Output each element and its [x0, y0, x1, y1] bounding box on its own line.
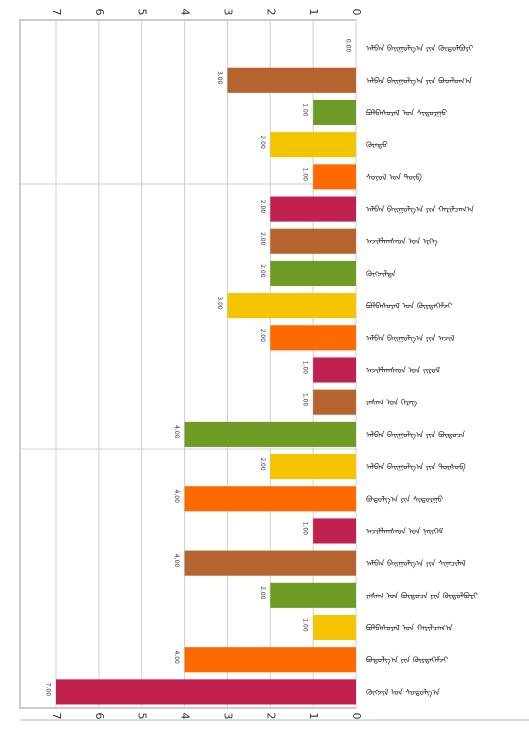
- bar-13: [270, 454, 356, 480]
- value-label-0: 0.00: [345, 39, 352, 53]
- bar-6: [270, 228, 356, 254]
- category-label-3: ᠭᠦᠨᠳᠦ: [366, 141, 388, 150]
- value-label-8: 3.00: [216, 296, 223, 310]
- category-label-2: ᠪᠣᠯᠪᠠᠰᠤᠷᠠᠯ ᠤᠨ ᠰᠢᠳᠤᠷᠭᠤ: [366, 108, 447, 117]
- value-label-5: 2.00: [259, 200, 266, 214]
- category-label-19: ᠪᠣᠳᠣᠯᠭ᠎ᠠ ᠶᠢᠨ ᠬᠦᠷᠲᠡᠭᠡᠮᠵᠢ: [366, 656, 448, 665]
- category-label-4: ᠰᠣᠶᠣᠯ ᠤᠨ ᠲᠥᠪ: [366, 173, 422, 183]
- value-label-19: 4.00: [173, 650, 180, 664]
- tick-label-bottom-7: 7: [50, 713, 63, 720]
- bar-5: [270, 196, 356, 222]
- tick-label-bottom-6: 6: [93, 713, 106, 720]
- tick-label-top-0: 0: [350, 9, 363, 16]
- category-label-7: ᠬᠥᠭᠵᠢᠯᠲᠡ: [366, 269, 396, 278]
- value-label-1: 3.00: [216, 71, 223, 85]
- value-label-10: 1.00: [302, 361, 309, 375]
- value-label-15: 1.00: [302, 522, 309, 536]
- bar-16: [184, 550, 356, 576]
- labels-layer: 0.00 ᠠᠯᠪᠠᠨ ᠪᠠᠢᠭᠤᠯᠭ᠎ᠠ ᠶᠢᠨ ᠬᠥᠲᠦᠯᠪᠦᠷᠢ 3.00 ᠠᠯᠪ…: [45, 39, 478, 697]
- bar-14: [184, 486, 356, 512]
- tick-label-top-2: 2: [264, 9, 277, 16]
- value-label-12: 4.00: [173, 425, 180, 439]
- value-label-7: 2.00: [259, 264, 266, 278]
- category-label-0: ᠠᠯᠪᠠᠨ ᠪᠠᠢᠭᠤᠯᠭ᠎ᠠ ᠶᠢᠨ ᠬᠥᠲᠦᠯᠪᠦᠷᠢ: [366, 44, 473, 53]
- bar-20: [56, 679, 356, 705]
- bar-11: [313, 389, 356, 415]
- category-label-11: ᠵᠠᠰᠠᠭ ᠤᠨ ᠬᠡᠷᠡᠭ: [366, 398, 417, 407]
- bar-10: [313, 357, 356, 383]
- bar-15: [313, 518, 356, 544]
- bars-layer: [56, 67, 356, 705]
- grid-layer: [19, 19, 529, 721]
- value-label-3: 2.00: [259, 135, 266, 149]
- value-label-13: 2.00: [259, 457, 266, 471]
- value-label-14: 4.00: [173, 490, 180, 504]
- category-label-16: ᠠᠯᠪᠠᠨ ᠪᠠᠢᠭᠤᠯᠭ᠎ᠠ ᠶᠢᠨ ᠰᠢᠨᠡᠴᠢᠯᠡᠯ: [366, 559, 466, 568]
- bar-18: [313, 614, 356, 641]
- value-label-6: 2.00: [259, 232, 266, 246]
- bar-9: [270, 325, 356, 351]
- value-label-16: 4.00: [173, 554, 180, 568]
- value-label-9: 2.00: [259, 329, 266, 343]
- category-label-17: ᠵᠠᠰᠠᠭ ᠤᠨ ᠪᠦᠲᠦᠴᠡ ᠶᠢᠨ ᠬᠥᠲᠦᠯᠪᠦᠷᠢ: [366, 591, 478, 600]
- tick-label-bottom-1: 1: [307, 713, 320, 720]
- tick-label-bottom-3: 3: [221, 713, 234, 720]
- category-label-15: ᠠᠵᠢᠯᠯᠠᠭᠰᠠᠳ ᠤᠨ ᠨᠡᠢᠭᠡᠮ: [366, 527, 444, 536]
- ticks-layer: 0 0 1 1 2 2 3 3 4 4 5 5 6 6 7 7: [50, 9, 363, 720]
- bar-1: [227, 67, 356, 93]
- bar-4: [313, 164, 356, 190]
- value-label-20: 7.00: [45, 683, 52, 697]
- tick-label-bottom-0: 0: [350, 713, 363, 720]
- tick-label-bottom-2: 2: [264, 713, 277, 720]
- tick-label-top-4: 4: [179, 9, 192, 16]
- category-label-1: ᠠᠯᠪᠠᠨ ᠪᠠᠢᠭᠤᠯᠭ᠎ᠠ ᠶᠢᠨ ᠪᠣᠳᠯᠣᠭ᠎ᠠ: [366, 76, 473, 85]
- value-label-17: 2.00: [259, 586, 266, 600]
- value-label-2: 1.00: [302, 103, 309, 117]
- category-label-14: ᠪᠣᠳᠣᠯᠭ᠎ᠠ ᠶᠢᠨ ᠰᠢᠳᠤᠷᠭᠤ: [366, 495, 443, 504]
- bar-19: [184, 647, 356, 673]
- bar-2: [313, 99, 356, 126]
- tick-label-top-3: 3: [221, 9, 234, 16]
- category-label-10: ᠠᠵᠢᠯᠯᠠᠭᠰᠠᠳ ᠤᠨ ᠵᠢᠷᠤᠮ: [366, 366, 441, 375]
- tick-label-top-5: 5: [136, 9, 149, 16]
- category-label-9: ᠠᠯᠪᠠᠨ ᠪᠠᠢᠭᠤᠯᠭ᠎ᠠ ᠶᠢᠨ ᠠᠵᠢᠯ: [366, 334, 455, 343]
- tick-label-top-1: 1: [307, 9, 320, 16]
- bar-3: [270, 132, 356, 158]
- tick-label-bottom-5: 5: [136, 713, 149, 720]
- bar-17: [270, 582, 356, 608]
- bar-7: [270, 260, 356, 286]
- category-label-5: ᠠᠯᠪᠠᠨ ᠪᠠᠢᠭᠤᠯᠭ᠎ᠠ ᠶᠢᠨ ᠬᠠᠷᠢᠯᠴᠠᠭ᠎ᠠ: [366, 205, 475, 214]
- category-label-18: ᠪᠣᠯᠪᠠᠰᠤᠷᠠᠯ ᠤᠨ ᠬᠠᠷᠢᠯᠴᠠᠭ᠎ᠠ: [366, 624, 453, 633]
- value-label-18: 1.00: [302, 618, 309, 632]
- category-label-6: ᠠᠵᠢᠯᠯᠠᠭᠰᠠᠳ ᠤᠨ ᠡᠷᠬᠡ: [366, 237, 438, 246]
- bar-8: [227, 293, 356, 319]
- value-label-4: 1.00: [302, 168, 309, 182]
- tick-label-top-7: 7: [50, 9, 63, 16]
- category-label-12: ᠠᠯᠪᠠᠨ ᠪᠠᠢᠭᠤᠯᠭ᠎ᠠ ᠶᠢᠨ ᠪᠦᠲᠦᠴᠡ: [366, 430, 466, 439]
- category-label-20: ᠬᠥᠭᠵᠢᠯ ᠤᠨ ᠰᠤᠳᠤᠯᠭ᠎ᠠ: [366, 688, 440, 697]
- tick-label-top-6: 6: [93, 9, 106, 16]
- category-label-13: ᠠᠯᠪᠠᠨ ᠪᠠᠢᠭᠤᠯᠭ᠎ᠠ ᠶᠢᠨ ᠲᠥᠰᠥᠪ: [366, 463, 466, 473]
- value-label-11: 1.00: [302, 393, 309, 407]
- category-label-8: ᠪᠣᠯᠪᠠᠰᠤᠷᠠᠯ ᠤᠨ ᠬᠦᠷᠲᠡᠭᠡᠮᠵᠢ: [366, 302, 452, 311]
- bar-12: [184, 421, 356, 447]
- tick-label-bottom-4: 4: [179, 713, 192, 720]
